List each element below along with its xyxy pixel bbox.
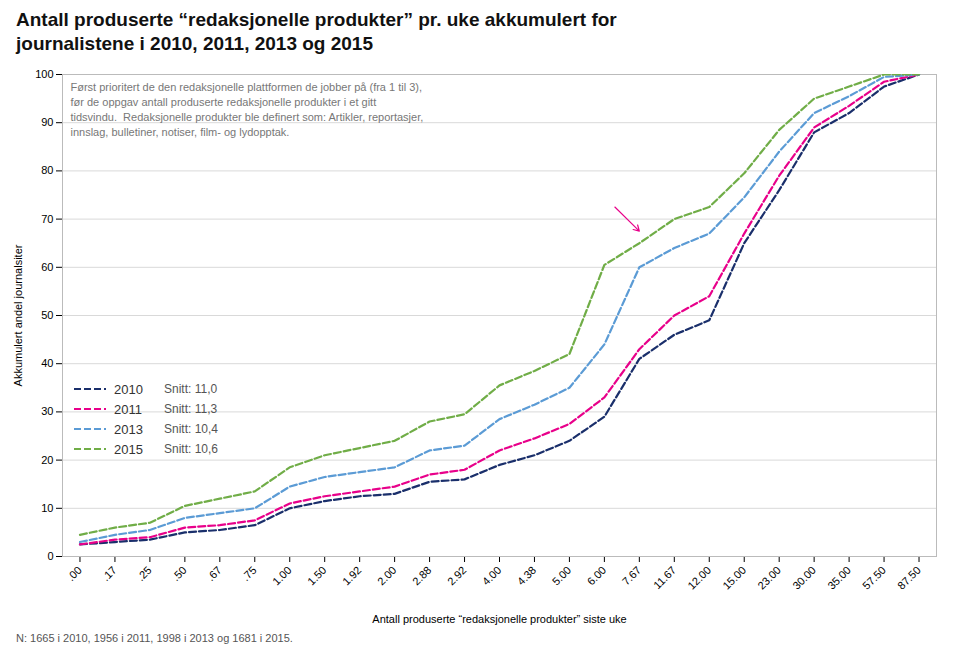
svg-text:87.50: 87.50 xyxy=(895,563,923,591)
svg-text:6.00: 6.00 xyxy=(585,563,609,587)
svg-text:Akkumulert andel journalsiter: Akkumulert andel journalsiter xyxy=(12,244,24,386)
svg-text:1.50: 1.50 xyxy=(305,563,329,587)
svg-text:90: 90 xyxy=(41,116,53,128)
svg-text:.50: .50 xyxy=(169,563,188,582)
svg-text:0: 0 xyxy=(47,550,53,562)
svg-text:50: 50 xyxy=(41,309,53,321)
svg-text:2.92: 2.92 xyxy=(445,563,469,587)
svg-text:.25: .25 xyxy=(135,563,154,582)
svg-text:35.00: 35.00 xyxy=(825,563,853,591)
svg-text:Først prioritert de den redaks: Først prioritert de den redaksjonelle pl… xyxy=(71,81,424,138)
svg-text:20: 20 xyxy=(41,453,53,465)
svg-text:.67: .67 xyxy=(204,563,223,582)
svg-text:1.92: 1.92 xyxy=(340,563,364,587)
svg-text:100: 100 xyxy=(35,68,53,80)
svg-text:10: 10 xyxy=(41,501,53,513)
svg-text:1.00: 1.00 xyxy=(270,563,294,587)
svg-text:60: 60 xyxy=(41,260,53,272)
svg-text:30.00: 30.00 xyxy=(790,563,818,591)
svg-text:2.00: 2.00 xyxy=(375,563,399,587)
svg-text:.00: .00 xyxy=(65,563,84,582)
svg-text:12.00: 12.00 xyxy=(685,563,713,591)
svg-text:2.88: 2.88 xyxy=(410,563,434,587)
svg-text:30: 30 xyxy=(41,405,53,417)
svg-text:23.00: 23.00 xyxy=(755,563,783,591)
svg-text:4.38: 4.38 xyxy=(515,563,539,587)
svg-text:Antall produserte “redaksjonel: Antall produserte “redaksjonelle produkt… xyxy=(372,612,626,624)
svg-text:57.50: 57.50 xyxy=(860,563,888,591)
svg-text:15.00: 15.00 xyxy=(720,563,748,591)
svg-text:7.67: 7.67 xyxy=(620,563,644,587)
svg-text:4.00: 4.00 xyxy=(480,563,504,587)
svg-text:5.00: 5.00 xyxy=(550,563,574,587)
svg-text:.17: .17 xyxy=(100,563,119,582)
svg-text:.75: .75 xyxy=(239,563,258,582)
svg-text:11.67: 11.67 xyxy=(651,563,678,590)
svg-text:70: 70 xyxy=(41,212,53,224)
svg-text:80: 80 xyxy=(41,164,53,176)
svg-text:40: 40 xyxy=(41,357,53,369)
